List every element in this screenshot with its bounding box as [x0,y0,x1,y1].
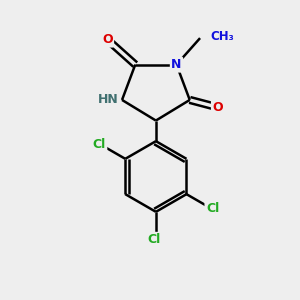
Text: Cl: Cl [148,233,161,246]
Text: HN: HN [98,93,119,106]
Text: N: N [171,58,182,71]
Text: O: O [102,33,112,46]
Text: O: O [212,101,223,114]
Text: Cl: Cl [206,202,219,215]
Text: CH₃: CH₃ [210,30,234,43]
Text: Cl: Cl [93,138,106,151]
